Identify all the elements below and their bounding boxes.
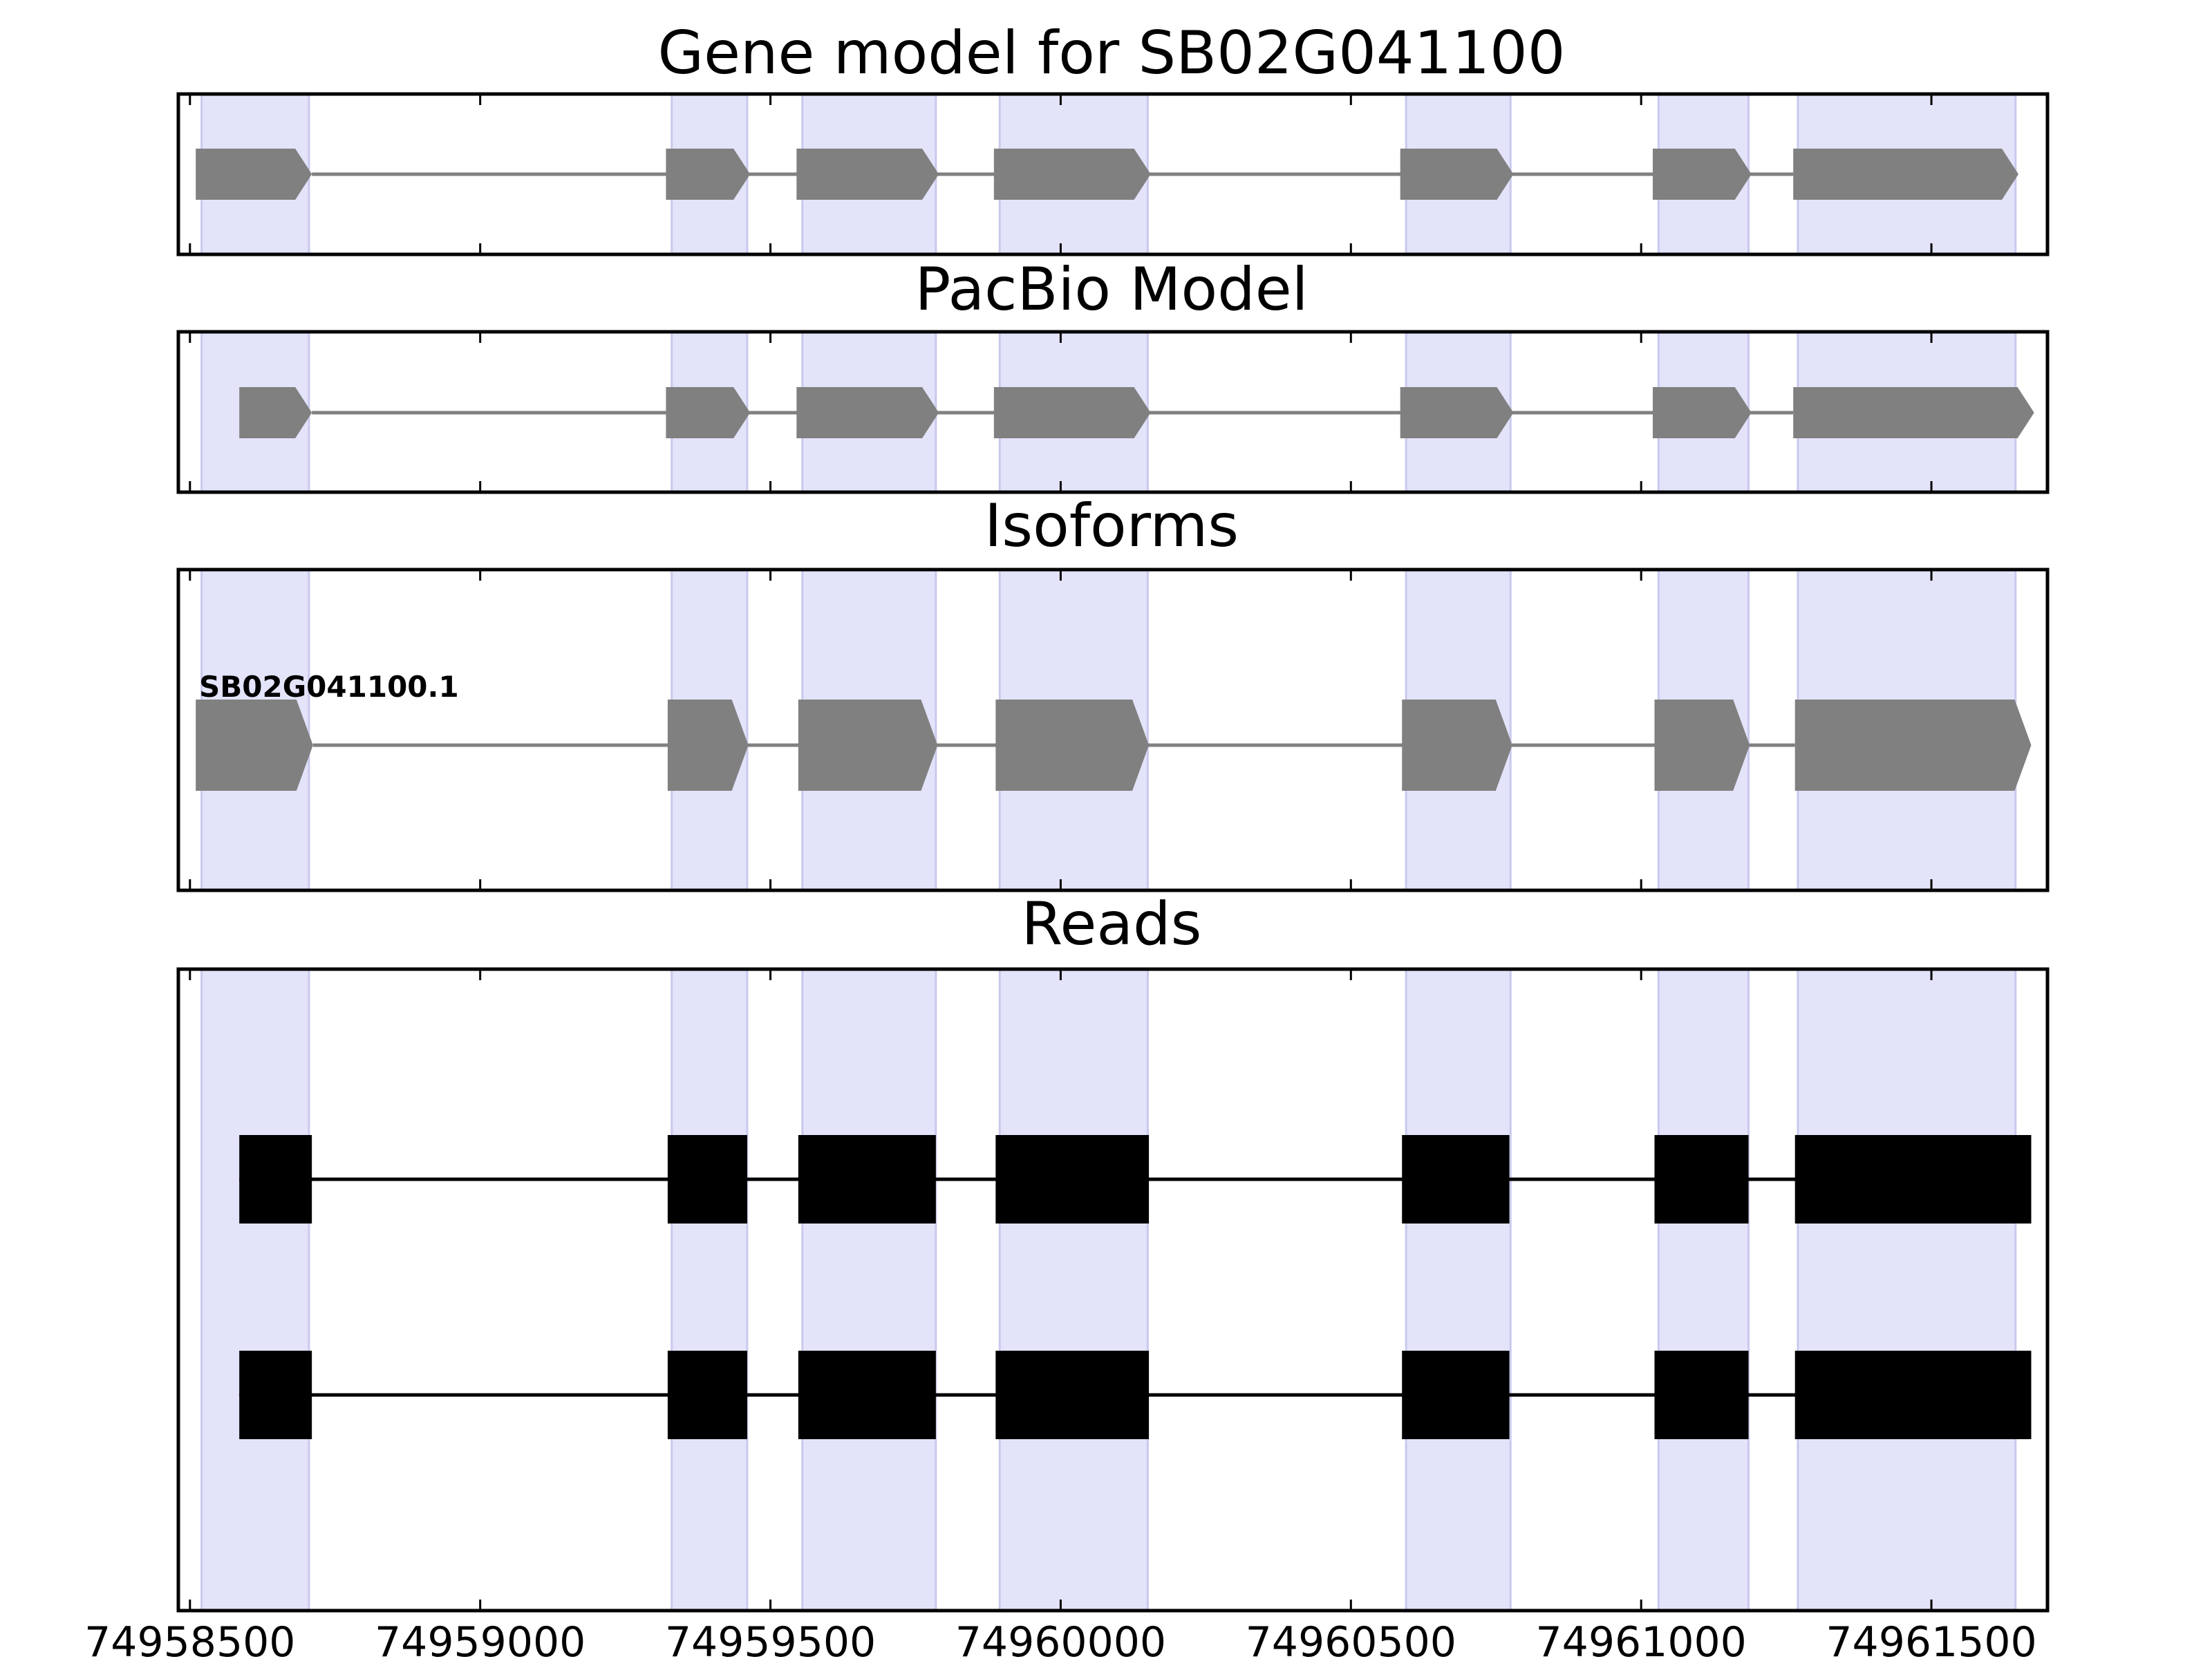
pacbio-model-panel: PacBio Model [176, 255, 2050, 494]
highlight-band [1657, 968, 1750, 1612]
isoform-exon-block [798, 700, 938, 791]
highlight-band [801, 968, 937, 1612]
highlight-band [200, 968, 310, 1612]
x-tick-label: 74959500 [665, 1618, 876, 1659]
read-block [1794, 1351, 2032, 1439]
x-tick-label: 74959000 [375, 1618, 585, 1659]
read-block [1402, 1135, 1510, 1224]
read-block [667, 1135, 747, 1224]
gene-model-panel: Gene model for SB02G041100 [176, 19, 2050, 256]
pacbio-model-title: PacBio Model [915, 255, 1308, 324]
exon-block [993, 149, 1151, 200]
read-block [995, 1135, 1150, 1224]
read-block [1654, 1351, 1749, 1439]
exon-block [1652, 387, 1752, 438]
exon-block [796, 387, 939, 438]
isoform-exon-block [1794, 700, 2032, 791]
exon-block [1400, 149, 1514, 200]
reads-plot-area [176, 967, 2050, 1613]
exon-block [196, 149, 312, 200]
exon-block [1652, 149, 1752, 200]
exon-block [666, 149, 751, 200]
panel-frame [176, 92, 2050, 256]
panel-frame [176, 568, 2050, 892]
gene-model-plot-area [176, 92, 2050, 256]
exon-block [1793, 387, 2034, 438]
isoform-exon-block [995, 700, 1150, 791]
isoform-exon-block [1654, 700, 1750, 791]
read-block [995, 1351, 1150, 1439]
read-block [1794, 1135, 2032, 1224]
exon-block [1793, 149, 2019, 200]
gene-model-title: Gene model for SB02G041100 [658, 19, 1566, 88]
highlight-band [671, 968, 749, 1612]
x-tick-label: 74960500 [1246, 1618, 1456, 1659]
isoform-exon-block [1402, 700, 1512, 791]
read-block [1402, 1351, 1510, 1439]
exon-block [239, 387, 312, 438]
x-tick-label: 74961500 [1826, 1618, 2036, 1659]
read-block [239, 1135, 312, 1224]
isoform-exon-block [667, 700, 749, 791]
x-tick-label: 74958500 [84, 1618, 295, 1659]
reads-title: Reads [1022, 890, 1202, 959]
pacbio-model-plot-area [176, 330, 2050, 494]
read-block [667, 1351, 747, 1439]
exon-block [796, 149, 939, 200]
x-tick-label: 74961000 [1535, 1618, 1746, 1659]
read-block [798, 1351, 936, 1439]
isoforms-title: Isoforms [984, 491, 1239, 561]
isoform-exon-block [196, 700, 313, 791]
reads-panel: Reads [176, 890, 2050, 1613]
highlight-band [998, 968, 1149, 1612]
highlight-band [1405, 968, 1512, 1612]
panel-frame [176, 967, 2050, 1613]
read-block [239, 1351, 312, 1439]
highlight-band [1797, 968, 2017, 1612]
exon-block [666, 387, 751, 438]
panel-frame [176, 330, 2050, 494]
exon-block [993, 387, 1151, 438]
exon-block [1400, 387, 1514, 438]
read-block [798, 1135, 936, 1224]
x-axis: 74958500 74959000 74959500 74960000 74960500… [84, 1618, 2037, 1659]
isoforms-plot-area [176, 568, 2050, 892]
isoforms-panel: Isoforms SB02G041100.1 [176, 491, 2050, 892]
x-tick-label: 74960000 [955, 1618, 1166, 1659]
read-block [1654, 1135, 1749, 1224]
isoform-label: SB02G041100.1 [199, 670, 459, 704]
